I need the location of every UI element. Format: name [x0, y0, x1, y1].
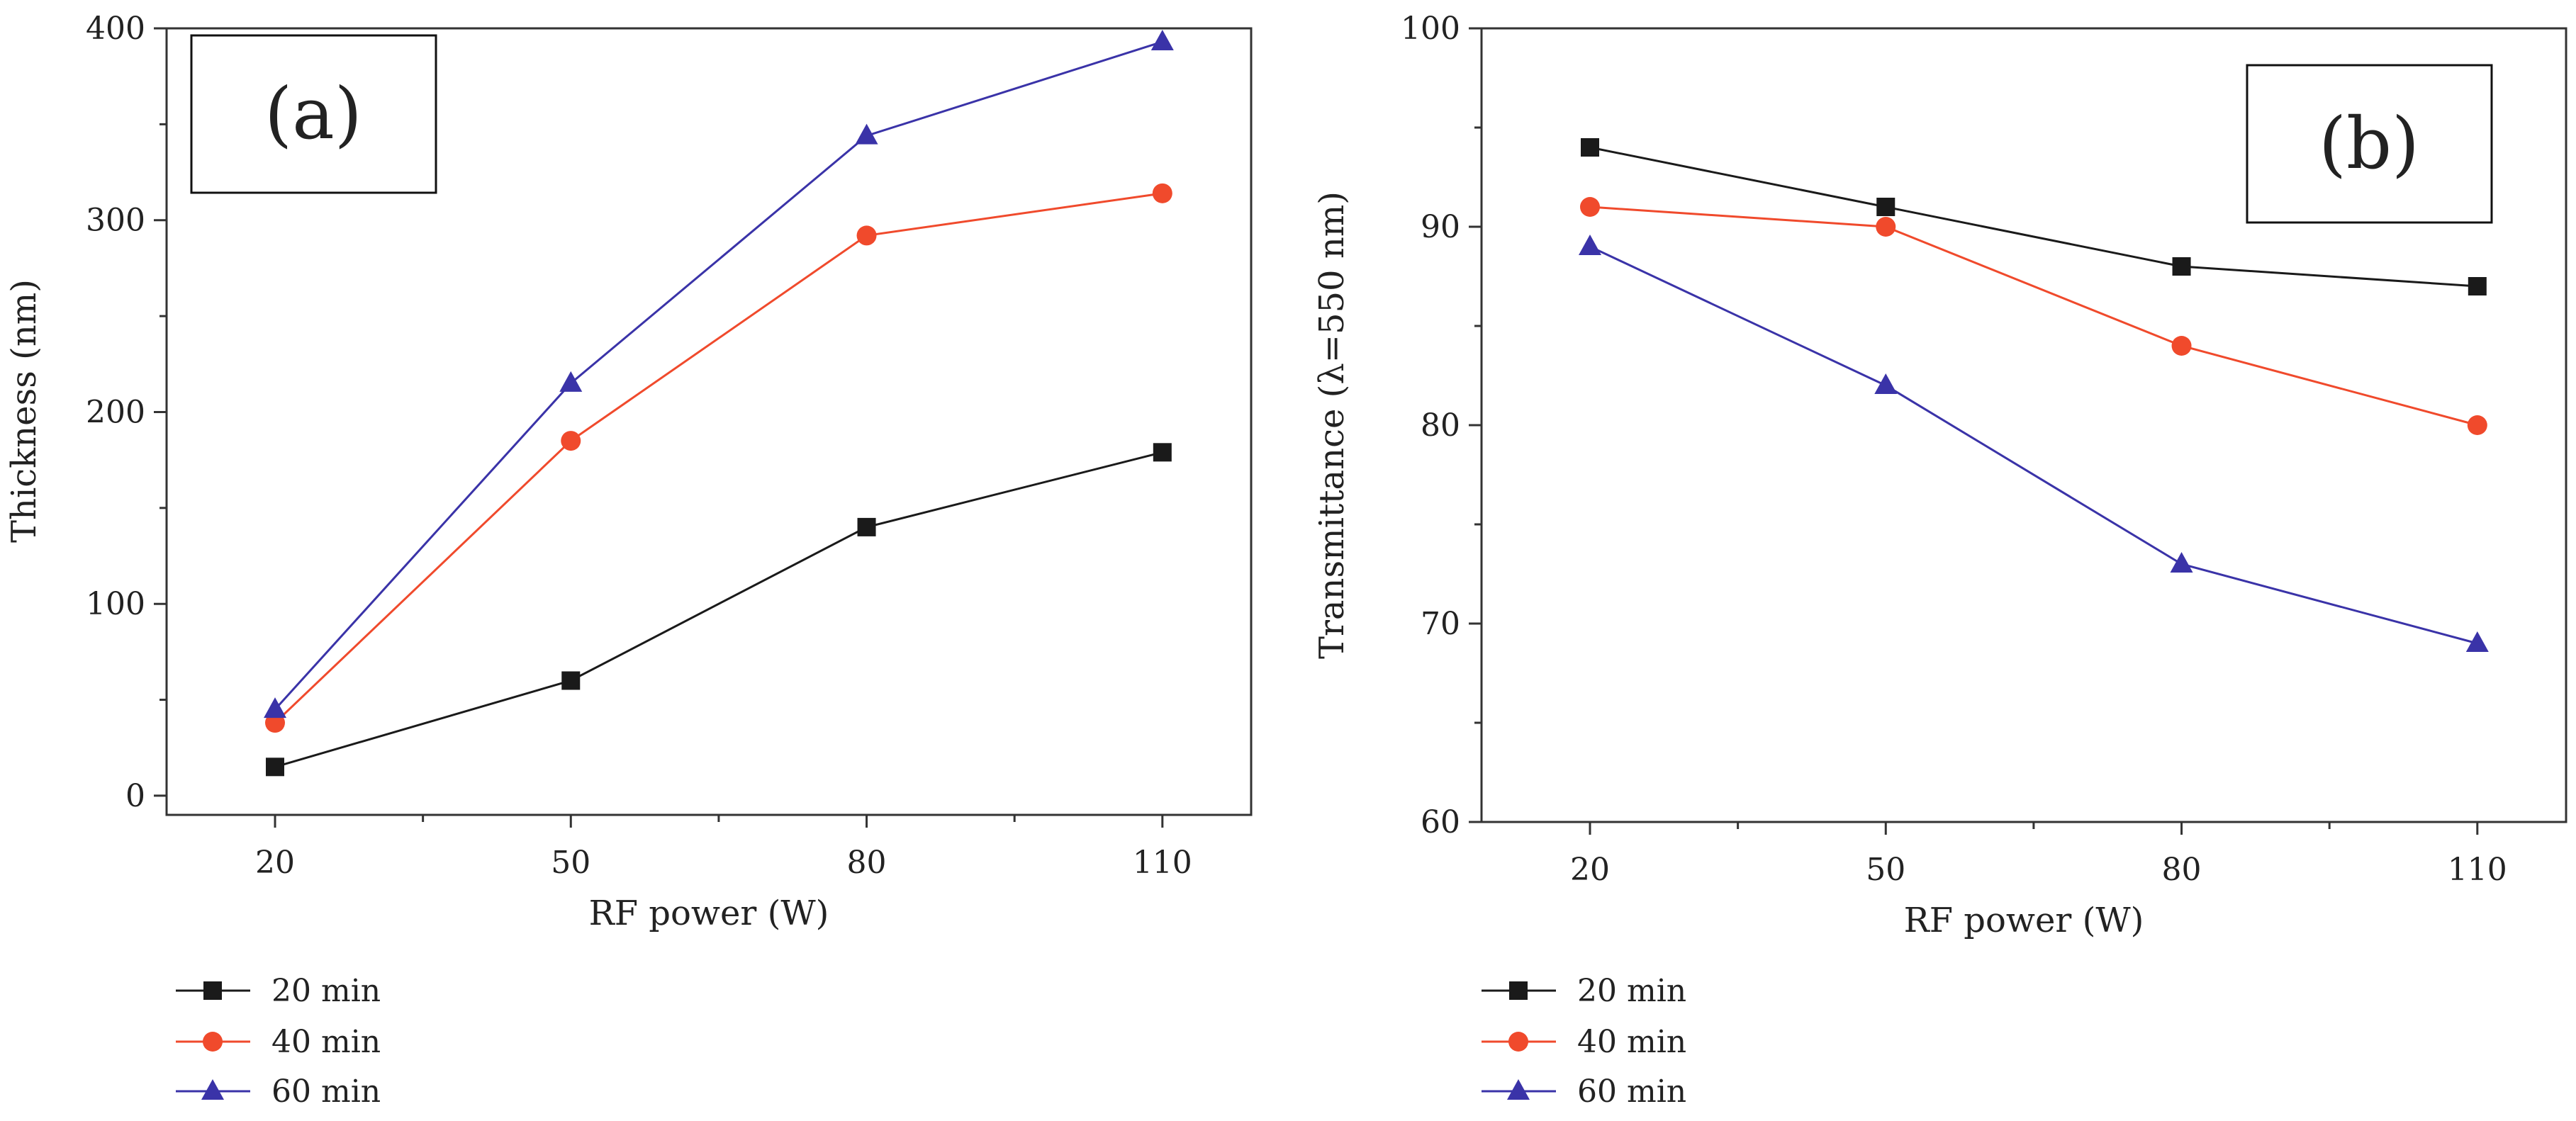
data-point-triangle: [559, 371, 583, 392]
x-tick-label: 50: [551, 845, 590, 881]
series-60-min: [1579, 235, 2489, 652]
data-point-square: [2172, 257, 2191, 276]
x-tick-label: 110: [1133, 845, 1192, 881]
legend-label: 20 min: [271, 973, 381, 1009]
y-tick-label: 100: [1401, 11, 1460, 47]
data-point-circle: [561, 431, 581, 451]
data-point-square: [561, 671, 581, 690]
x-tick-label: 110: [2448, 852, 2507, 888]
data-point-triangle: [1507, 1079, 1530, 1100]
data-point-triangle: [201, 1079, 224, 1100]
data-point-square: [857, 517, 876, 536]
data-point-triangle: [2170, 552, 2193, 573]
data-point-triangle: [855, 123, 878, 145]
y-tick-label: 400: [86, 11, 145, 47]
legend-label: 40 min: [1577, 1024, 1686, 1060]
y-tick-label: 300: [86, 203, 145, 239]
legend-label: 20 min: [1577, 973, 1686, 1009]
data-point-circle: [1580, 197, 1600, 217]
panel-label: (b): [2319, 102, 2419, 185]
data-point-triangle: [264, 697, 286, 719]
series-line: [1589, 146, 2477, 288]
data-point-circle: [1876, 217, 1896, 237]
data-point-triangle: [1874, 373, 1898, 394]
x-tick-label: 50: [1866, 852, 1905, 888]
x-tick-label: 20: [255, 845, 295, 881]
legend-entry: 40 min: [1482, 1024, 1686, 1060]
series-40-min: [265, 183, 1172, 733]
x-tick-label: 20: [1570, 852, 1610, 888]
data-point-square: [1876, 198, 1895, 216]
series-line: [1589, 245, 2478, 645]
data-point-circle: [856, 225, 877, 246]
data-point-square: [1153, 443, 1172, 462]
series-20-min: [266, 443, 1172, 777]
series-line: [274, 40, 1163, 711]
x-axis-label: RF power (W): [1904, 901, 2144, 940]
y-tick-label: 0: [125, 778, 145, 814]
data-point-square: [1581, 138, 1599, 157]
x-axis-label: RF power (W): [589, 894, 829, 933]
chart-panel-b: 60 70 80 90 100 20 50 80 110 RF power (W) Transmit…: [1312, 11, 2567, 1110]
y-tick-label: 90: [1421, 209, 1460, 245]
series-20-min: [1581, 138, 2487, 295]
data-point-square: [2468, 277, 2487, 295]
legend-entry: 20 min: [176, 973, 381, 1009]
y-tick-label: 100: [86, 586, 145, 622]
data-point-circle: [2467, 415, 2487, 435]
panel-label-box: [2246, 64, 2493, 224]
data-point-square: [1509, 981, 1528, 1000]
data-point-circle: [2171, 336, 2192, 356]
series-line: [274, 192, 1163, 724]
y-axis-label: Thickness (nm): [4, 279, 44, 543]
data-point-square: [266, 757, 284, 777]
data-point-circle: [1508, 1032, 1528, 1052]
data-point-circle: [203, 1032, 223, 1052]
series-line: [274, 451, 1163, 768]
series-40-min: [1580, 197, 2487, 435]
legend-entry: 60 min: [176, 1074, 381, 1110]
y-tick-label: 70: [1421, 606, 1460, 642]
y-tick-label: 80: [1421, 407, 1460, 444]
legend-label: 40 min: [271, 1024, 381, 1060]
plot-frame: [165, 27, 1253, 816]
data-point-square: [203, 981, 222, 1000]
y-axis-label: Transmittance (λ=550 nm): [1312, 191, 1352, 659]
y-tick-label: 200: [86, 394, 145, 430]
chart-panel-a: 0 100 200 300 400 20 50 80 110 RF power (W) Thickn…: [4, 11, 1253, 1110]
legend-entry: 40 min: [176, 1024, 381, 1060]
legend-label: 60 min: [271, 1074, 381, 1110]
x-tick-label: 80: [2162, 852, 2202, 888]
data-point-triangle: [2465, 631, 2489, 652]
legend-entry: 20 min: [1482, 973, 1686, 1009]
data-point-triangle: [1150, 29, 1174, 50]
series-line: [1589, 205, 2478, 427]
data-point-triangle: [1579, 235, 1601, 255]
data-point-circle: [1152, 183, 1172, 203]
x-tick-label: 80: [847, 845, 887, 881]
legend-entry: 60 min: [1482, 1074, 1686, 1110]
y-tick-label: 60: [1421, 804, 1460, 840]
legend-label: 60 min: [1577, 1074, 1686, 1110]
series-60-min: [264, 29, 1174, 719]
panel-label: (a): [264, 72, 362, 155]
panel-label-box: [190, 34, 437, 194]
